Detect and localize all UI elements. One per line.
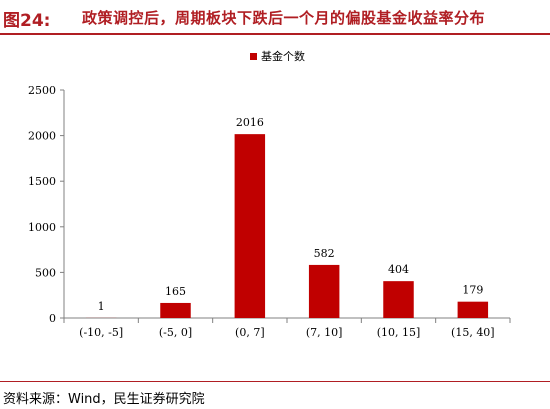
y-tick-label: 500 [35, 266, 56, 279]
data-labels: 1 165 2016 582 404 179 [98, 116, 484, 313]
figure-title: 政策调控后，周期板块下跌后一个月的偏股基金收益率分布 [82, 9, 486, 27]
bar-series [85, 134, 489, 318]
chart-legend: 基金个数 [250, 49, 305, 63]
y-tick-label: 2000 [28, 130, 56, 143]
data-label: 2016 [236, 116, 264, 129]
data-label: 404 [388, 263, 409, 276]
data-label: 582 [314, 247, 335, 260]
y-tick-label: 1000 [28, 221, 56, 234]
x-tick-label: (15, 40] [451, 326, 495, 339]
bar [308, 264, 340, 318]
bar [234, 134, 266, 318]
source-note: 资料来源：Wind，民生证券研究院 [3, 392, 205, 407]
figure-label: 图24: [3, 11, 51, 31]
title-divider [0, 33, 550, 35]
x-axis: (-10, -5] (-5, 0] (0, 7] (7, 10] (10, 15] (15… [63, 317, 511, 339]
y-axis: 0 500 1000 1500 2000 2500 [28, 84, 65, 325]
y-tick-label: 2500 [28, 84, 56, 97]
footer-divider [0, 381, 550, 382]
x-tick-label: (10, 15] [377, 326, 421, 339]
x-tick-label: (-10, -5] [79, 326, 123, 339]
y-tick-label: 1500 [28, 175, 56, 188]
data-label: 165 [165, 285, 186, 298]
bar [160, 302, 191, 318]
data-label: 179 [462, 284, 483, 297]
legend-swatch [250, 53, 257, 60]
y-tick-label: 0 [49, 312, 56, 325]
figure-header: 图24: 政策调控后，周期板块下跌后一个月的偏股基金收益率分布 [0, 0, 550, 35]
bar [457, 301, 489, 318]
x-tick-label: (-5, 0] [159, 326, 192, 339]
legend-label: 基金个数 [261, 49, 305, 63]
data-label: 1 [98, 300, 105, 313]
bar [383, 281, 414, 318]
x-tick-label: (7, 10] [306, 326, 343, 339]
x-tick-label: (0, 7] [235, 326, 265, 339]
bar-chart: 基金个数 0 500 1000 1500 2000 2500 (-10, -5] (-5, … [28, 49, 511, 339]
